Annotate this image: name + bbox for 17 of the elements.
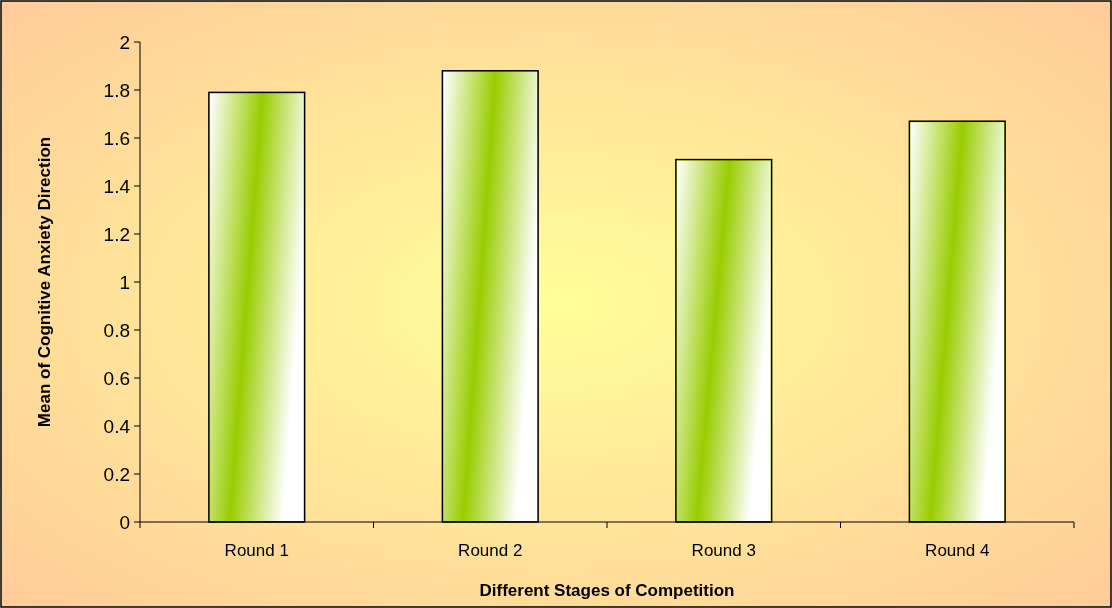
y-tick-label: 0.6 — [103, 367, 130, 389]
y-tick-label: 0 — [119, 511, 130, 533]
x-tick-label: Round 1 — [224, 541, 289, 560]
y-tick-label: 0.8 — [103, 319, 130, 341]
y-tick-label: 2 — [119, 31, 130, 53]
y-tick-label: 1.2 — [103, 223, 130, 245]
x-tick-label: Round 2 — [458, 541, 523, 560]
x-axis-title: Different Stages of Competition — [479, 581, 735, 600]
y-tick-label: 0.2 — [103, 463, 130, 485]
x-tick-label: Round 4 — [925, 541, 990, 560]
y-tick-label: 1.6 — [103, 127, 130, 149]
y-tick-label: 1.4 — [103, 175, 131, 197]
x-tick-label: Round 3 — [691, 541, 756, 560]
y-axis-title: Mean of Cognitive Anxiety Direction — [35, 136, 54, 428]
y-tick-label: 1 — [119, 271, 130, 293]
y-tick-label: 1.8 — [103, 79, 130, 101]
y-tick-label: 0.4 — [103, 415, 131, 437]
